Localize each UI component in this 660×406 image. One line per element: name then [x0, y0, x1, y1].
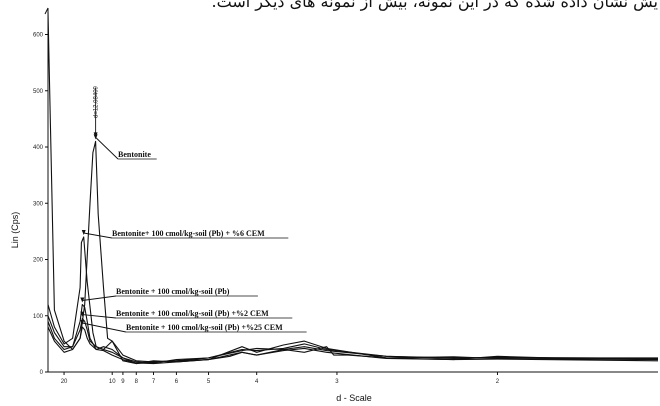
y-tick-label: 300: [33, 201, 44, 207]
annotation-arrow: [95, 137, 119, 160]
y-tick-label: 200: [33, 258, 44, 264]
y-tick-label: 400: [33, 145, 44, 151]
annotation-arrowhead: [81, 230, 86, 235]
y-axis-arrow: [44, 7, 49, 15]
x-tick-label: 6: [175, 379, 179, 385]
y-tick-label: 100: [33, 314, 44, 320]
x-tick-label: 5: [207, 379, 211, 385]
peak-marker-arrowhead: [93, 132, 98, 138]
peak-d-label: d=12.08409: [94, 85, 100, 118]
chart-series: [47, 11, 659, 365]
series-line-3: [47, 318, 659, 364]
annotation-label: Bentonite+ 100 cmol/kg-soil (Pb) + %6 CE…: [112, 229, 265, 238]
x-tick-label: 2: [496, 379, 500, 385]
y-axis-label: Lin (Cps): [10, 212, 20, 249]
annotation-arrowhead: [80, 311, 85, 317]
y-tick-label: 500: [33, 89, 44, 95]
annotation-label: Bentonite + 100 cmol/kg-soil (Pb) +%2 CE…: [116, 309, 269, 318]
x-tick-label: 10: [109, 379, 116, 385]
x-tick-label: 3: [335, 379, 339, 385]
page-header-text: یش نشان داده شده که در این نمونه، بیش از…: [211, 0, 658, 11]
x-tick-label: 8: [135, 379, 139, 385]
chart-annotations: Bentonite Bentonite+ 100 cmol/kg-soil (Pb…: [80, 85, 307, 333]
x-tick-label: 9: [121, 379, 125, 385]
annotation-arrow: [82, 322, 127, 333]
annotation-arrow: [82, 295, 117, 301]
y-tick-label: 600: [33, 33, 44, 39]
series-line-1: [47, 236, 659, 363]
annotation-label: Bentonite + 100 cmol/kg-soil (Pb): [116, 287, 230, 296]
annotation-label: Bentonite + 100 cmol/kg-soil (Pb) +%25 C…: [126, 323, 283, 332]
series-line-4: [47, 326, 659, 365]
y-tick-label: 0: [40, 370, 44, 376]
chart-axes: 0 100 200 300 400 500 600 20 10 9 8 7 6 5 4 3 2: [33, 7, 658, 385]
x-tick-label: 20: [61, 379, 68, 385]
annotation-arrowhead: [80, 320, 85, 325]
annotation-label: Bentonite: [118, 150, 151, 159]
x-tick-label: 7: [152, 379, 156, 385]
annotation-arrow: [83, 232, 113, 239]
annotation-arrow: [82, 314, 117, 319]
x-tick-label: 4: [255, 379, 259, 385]
x-axis-label: d - Scale: [336, 393, 372, 403]
annotation-arrowhead: [80, 297, 85, 303]
